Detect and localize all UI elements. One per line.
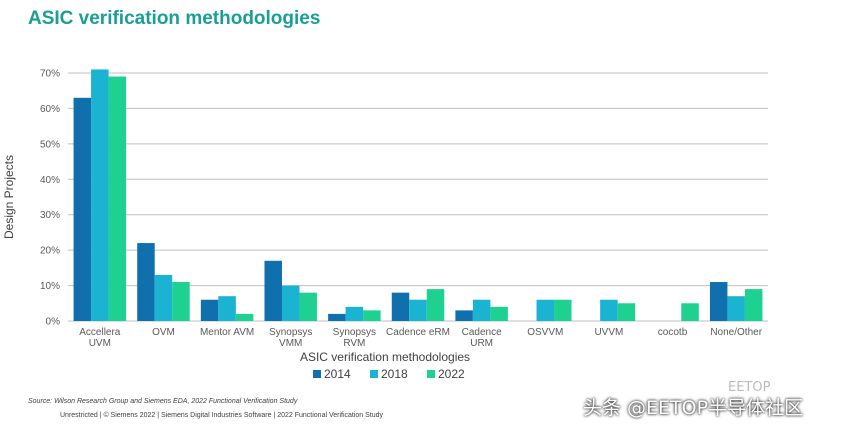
bar-2014 — [391, 292, 410, 321]
bar-2014 — [73, 97, 92, 321]
category-label: Accellera UVM — [79, 327, 121, 349]
category-label: Cadence eRM — [386, 327, 450, 338]
y-tick-label: 40% — [40, 175, 60, 186]
bar-2022 — [235, 313, 254, 321]
y-axis-ticks: 0% 10% 20% 30% 40% 50% 60% 70% — [40, 69, 60, 328]
bar-2018 — [409, 299, 427, 321]
legend-label-2014: 2014 — [324, 367, 351, 381]
bar-2014 — [264, 260, 282, 321]
bar-2014 — [137, 243, 155, 321]
category-label: cocotb — [658, 327, 688, 338]
legend-swatch-2018 — [370, 370, 378, 378]
legend-label-2022: 2022 — [438, 367, 465, 381]
bar-2018 — [281, 285, 300, 321]
bar-2022 — [554, 299, 572, 321]
watermark-text: 头条 @EETOP半导体社区 — [583, 397, 804, 419]
bar-2018 — [91, 69, 109, 321]
bar-2014 — [328, 313, 346, 321]
watermark-logo: EETOP — [728, 380, 771, 395]
bars — [73, 69, 763, 322]
bar-2014 — [709, 282, 728, 321]
bar-2018 — [472, 299, 491, 321]
bar-2022 — [299, 292, 317, 321]
category-label: OVM — [152, 327, 175, 338]
y-tick-label: 10% — [40, 281, 60, 292]
category-label: Synopsys VMM — [269, 327, 312, 349]
legend: 2014 2018 2022 — [313, 367, 465, 381]
bar-2022 — [108, 76, 127, 322]
bar-2022 — [172, 282, 190, 321]
footer-note: Unrestricted | © Siemens 2022 | Siemens … — [60, 412, 384, 419]
bar-2022 — [681, 303, 699, 321]
bar-2022 — [744, 289, 763, 321]
y-tick-label: 30% — [40, 210, 60, 221]
y-axis-title: Design Projects — [2, 155, 16, 239]
chart-title: ASIC verification methodologies — [28, 8, 321, 29]
legend-swatch-2014 — [313, 370, 321, 378]
category-label: Cadence URM — [462, 327, 502, 349]
category-label: UVVM — [594, 327, 623, 338]
bar-2014 — [200, 299, 219, 321]
x-axis-title: ASIC verification methodologies — [300, 350, 470, 364]
bar-2018 — [154, 274, 173, 321]
category-label: Synopsys RVM — [333, 327, 376, 349]
y-tick-label: 60% — [40, 104, 60, 115]
legend-swatch-2022 — [427, 370, 435, 378]
y-tick-label: 70% — [40, 69, 60, 80]
x-axis-categories: Accellera UVM OVM Mentor AVM Synopsys VMM Syno… — [79, 327, 762, 349]
bar-2022 — [426, 289, 445, 321]
bar-2018 — [536, 299, 555, 321]
bar-2018 — [727, 296, 745, 321]
y-tick-label: 0% — [46, 317, 61, 328]
y-tick-label: 50% — [40, 139, 60, 150]
y-tick-label: 20% — [40, 246, 60, 257]
bar-2018 — [345, 306, 364, 321]
bar-2022 — [363, 310, 381, 321]
category-label: OSVVM — [527, 327, 563, 338]
bar-2014 — [455, 310, 473, 321]
bar-2018 — [600, 299, 618, 321]
bar-2022 — [617, 303, 636, 321]
category-label: None/Other — [710, 327, 762, 338]
source-note: Source: Wilson Research Group and Siemen… — [28, 398, 298, 405]
category-label: Mentor AVM — [200, 327, 254, 338]
bar-2022 — [490, 306, 508, 321]
legend-label-2018: 2018 — [381, 367, 408, 381]
bar-2018 — [218, 296, 236, 321]
